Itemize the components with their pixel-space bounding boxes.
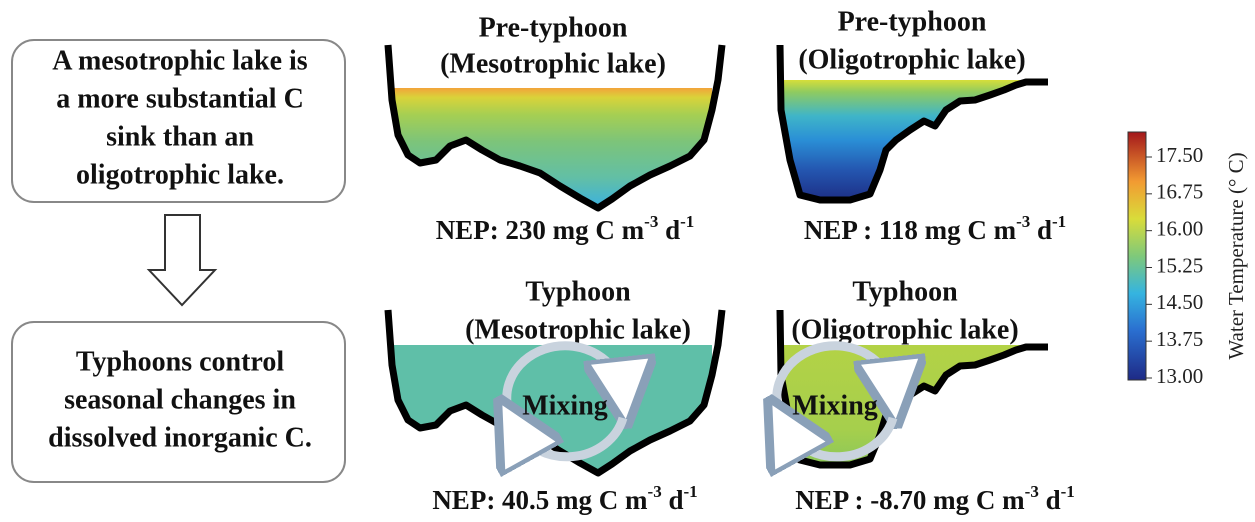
colorbar-label: Water Temperature (° C) [1224,152,1248,359]
lake-water [781,80,1048,200]
panel-subtitle: (Mesotrophic lake) [440,48,666,79]
colorbar-tick-label: 16.00 [1156,216,1203,240]
box-line: seasonal changes in [64,384,296,415]
summary-text: A mesotrophic lake is a more substantial … [52,45,307,190]
mixing-arrow [502,341,623,403]
summary-box [11,39,346,203]
mixing-arrow [772,341,893,403]
box-line: sink than an [106,121,254,152]
panel-title: Typhoon [852,276,958,307]
colorbar-tick-label: 15.25 [1156,253,1203,277]
colorbar-tick-label: 14.50 [1156,290,1203,314]
panel-title: Pre-typhoon [838,6,987,37]
mixing-arrow [515,418,628,457]
nep-exponent: -3 [644,212,658,231]
box-line: a more substantial C [56,83,304,114]
nep-text: NEP : -8.70 mg C m [795,485,1025,515]
lake [384,44,726,212]
nep-unit: d [1030,215,1052,245]
nep-exponent: -1 [1052,212,1066,231]
lakes: Pre-typhoon (Mesotrophic lake) NEP: 230 mg… [384,6,1075,515]
nep-text: NEP: 40.5 mg C m [432,485,648,515]
box-line: dissolved inorganic C. [48,422,312,453]
nep-unit: d [658,215,680,245]
nep-exponent: -1 [680,212,694,231]
nep-exponent: -3 [1016,212,1030,231]
box-line: oligotrophic lake. [76,159,284,190]
box-line: Typhoons control [76,346,284,377]
panel-title: Typhoon [525,276,631,307]
mixing-arrow [785,418,898,457]
nep-label: NEP : 118 mg C m-3 d-1 [804,212,1066,245]
nep-label: NEP: 40.5 mg C m-3 d-1 [432,482,697,515]
mixing-label: Mixing [522,390,608,421]
nep-exponent: -3 [1025,482,1039,501]
conclusion-text: Typhoons control seasonal changes in disso… [48,346,312,453]
colorbar-tick-label: 17.50 [1156,143,1203,167]
colorbar-tick-label: 13.00 [1156,364,1203,388]
panel-subtitle: (Oligotrophic lake) [798,44,1025,75]
lake-basin [384,44,726,212]
colorbar-ticks: 17.50 16.75 16.00 15.25 14.50 13.75 13.00 [1146,143,1203,388]
nep-label: NEP : -8.70 mg C m-3 d-1 [795,482,1075,515]
colorbar-tick-label: 16.75 [1156,180,1203,204]
lake [776,44,1048,204]
nep-text: NEP : 118 mg C m [804,215,1017,245]
lake-water [781,345,1048,465]
colorbar-tick-label: 13.75 [1156,327,1203,351]
lake-water [392,88,712,208]
nep-unit: d [1039,485,1061,515]
colorbar [1127,131,1147,381]
nep-exponent: -1 [684,482,698,501]
mixing-label: Mixing [792,390,878,421]
nep-unit: d [662,485,684,515]
conclusion-box [11,321,346,483]
panel-title: Pre-typhoon [479,12,628,43]
panel-subtitle: (Mesotrophic lake) [465,314,691,345]
box-line: A mesotrophic lake is [52,45,307,76]
nep-exponent: -1 [1061,482,1075,501]
nep-label: NEP: 230 mg C m-3 d-1 [436,212,695,245]
nep-exponent: -3 [648,482,662,501]
lake-basin [776,44,1048,204]
nep-text: NEP: 230 mg C m [436,215,645,245]
down-arrow [146,214,218,307]
panel-subtitle: (Oligotrophic lake) [791,314,1018,345]
